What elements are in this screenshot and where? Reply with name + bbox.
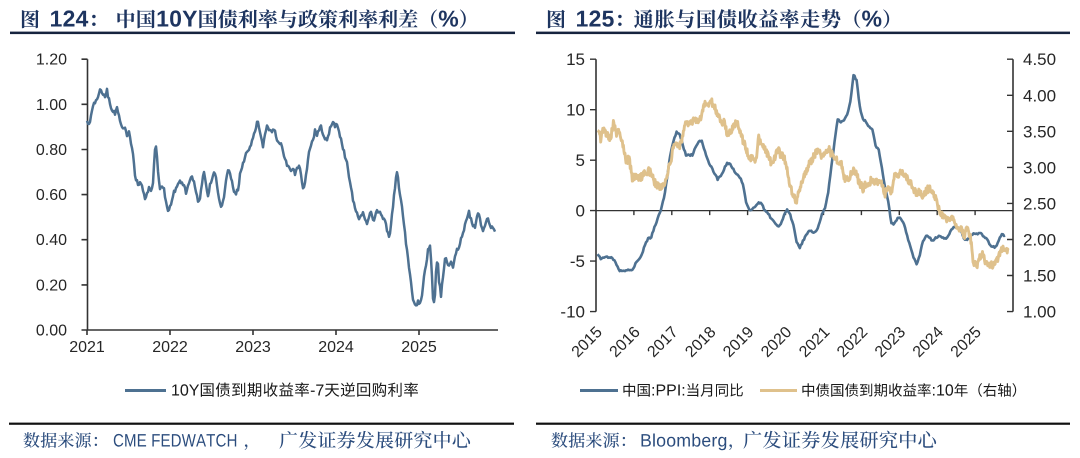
svg-text:2021: 2021 <box>69 339 105 356</box>
svg-text:0.40: 0.40 <box>36 232 67 249</box>
svg-text:2.00: 2.00 <box>1023 231 1056 250</box>
svg-text:3.50: 3.50 <box>1023 122 1056 141</box>
svg-text:4.00: 4.00 <box>1023 86 1056 105</box>
svg-text:0.80: 0.80 <box>36 142 67 159</box>
svg-text:2.50: 2.50 <box>1023 194 1056 213</box>
svg-text:0.60: 0.60 <box>36 187 67 204</box>
svg-text:1.00: 1.00 <box>36 97 67 114</box>
svg-text:1.50: 1.50 <box>1023 267 1056 286</box>
svg-text:2023: 2023 <box>235 339 271 356</box>
svg-text:0: 0 <box>576 202 585 221</box>
svg-text:2024: 2024 <box>318 339 354 356</box>
svg-text:10: 10 <box>566 101 585 120</box>
svg-text:4.50: 4.50 <box>1023 50 1056 69</box>
svg-text:5: 5 <box>576 151 585 170</box>
svg-text:1.00: 1.00 <box>1023 303 1056 322</box>
svg-text:-10: -10 <box>560 303 585 322</box>
svg-text:3.00: 3.00 <box>1023 158 1056 177</box>
svg-text:0.00: 0.00 <box>36 323 67 340</box>
svg-text:1.20: 1.20 <box>36 52 67 69</box>
svg-text:2025: 2025 <box>401 339 437 356</box>
svg-text:15: 15 <box>566 50 585 69</box>
svg-text:2022: 2022 <box>152 339 188 356</box>
svg-text:-5: -5 <box>570 252 585 271</box>
svg-text:0.20: 0.20 <box>36 277 67 294</box>
